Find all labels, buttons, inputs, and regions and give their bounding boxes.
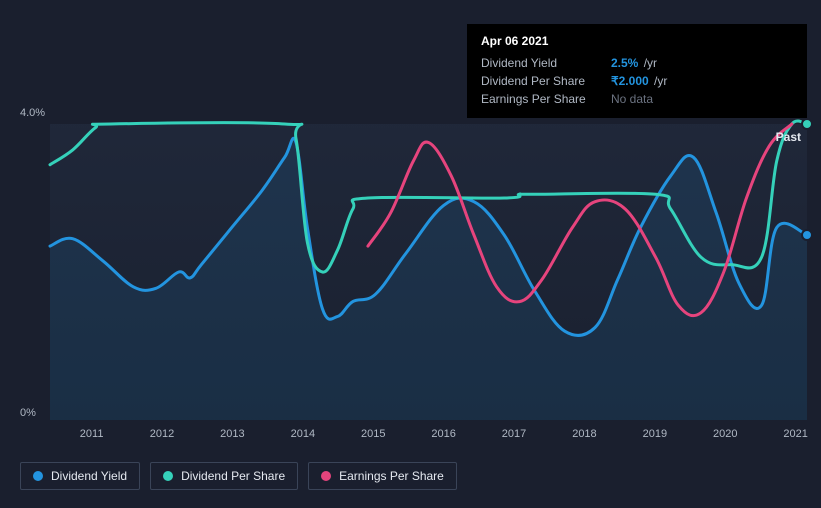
x-axis-label: 2020 (713, 428, 737, 440)
y-axis-max: 4.0% (20, 107, 45, 119)
x-axis-label: 2013 (220, 428, 244, 440)
legend-label: Earnings Per Share (339, 469, 444, 483)
tooltip-label: Dividend Yield (481, 54, 611, 72)
tooltip-row: Earnings Per ShareNo data (481, 90, 793, 108)
legend-dot-icon (321, 471, 331, 481)
legend-dot-icon (163, 471, 173, 481)
tooltip-date: Apr 06 2021 (481, 34, 793, 48)
legend-item[interactable]: Dividend Per Share (150, 462, 298, 490)
x-axis-labels: 2011 2012 2013 2014 2015 2016 2017 2018 2019 2020… (50, 428, 807, 448)
past-label: Past (776, 130, 801, 144)
x-axis-label: 2019 (643, 428, 667, 440)
x-axis-label: 2011 (80, 428, 104, 440)
x-axis-label: 2015 (361, 428, 385, 440)
legend-item[interactable]: Dividend Yield (20, 462, 140, 490)
tooltip-nodata: No data (611, 90, 653, 108)
tooltip-label: Earnings Per Share (481, 90, 611, 108)
tooltip-value: ₹2.000 /yr (611, 72, 667, 90)
legend-dot-icon (33, 471, 43, 481)
tooltip-label: Dividend Per Share (481, 72, 611, 90)
y-axis-min: 0% (20, 407, 36, 419)
x-axis-label: 2012 (150, 428, 174, 440)
legend: Dividend Yield Dividend Per Share Earnings… (20, 462, 457, 490)
legend-label: Dividend Yield (51, 469, 127, 483)
legend-label: Dividend Per Share (181, 469, 285, 483)
tooltip-row: Dividend Yield2.5% /yr (481, 54, 793, 72)
tooltip-row: Dividend Per Share₹2.000 /yr (481, 72, 793, 90)
plot-area[interactable] (50, 124, 807, 420)
legend-item[interactable]: Earnings Per Share (308, 462, 457, 490)
chart-lines (50, 124, 807, 420)
chart-tooltip: Apr 06 2021 Dividend Yield2.5% /yrDivide… (467, 24, 807, 118)
x-axis-label: 2017 (502, 428, 526, 440)
tooltip-value: 2.5% /yr (611, 54, 657, 72)
x-axis-label: 2014 (291, 428, 315, 440)
dividend-chart: Apr 06 2021 Dividend Yield2.5% /yrDivide… (0, 0, 821, 508)
x-axis-label: 2021 (783, 428, 807, 440)
x-axis-label: 2016 (431, 428, 455, 440)
x-axis-label: 2018 (572, 428, 596, 440)
